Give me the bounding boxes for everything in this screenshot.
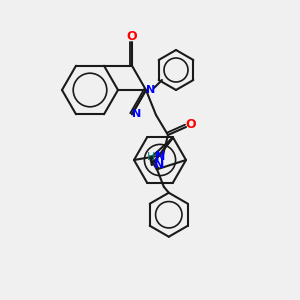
Text: O: O bbox=[186, 118, 196, 131]
Text: N: N bbox=[132, 109, 142, 119]
Text: N: N bbox=[146, 85, 156, 95]
Text: N: N bbox=[155, 151, 165, 164]
Text: N: N bbox=[154, 158, 164, 171]
Text: H: H bbox=[147, 152, 155, 162]
Text: O: O bbox=[127, 31, 137, 44]
